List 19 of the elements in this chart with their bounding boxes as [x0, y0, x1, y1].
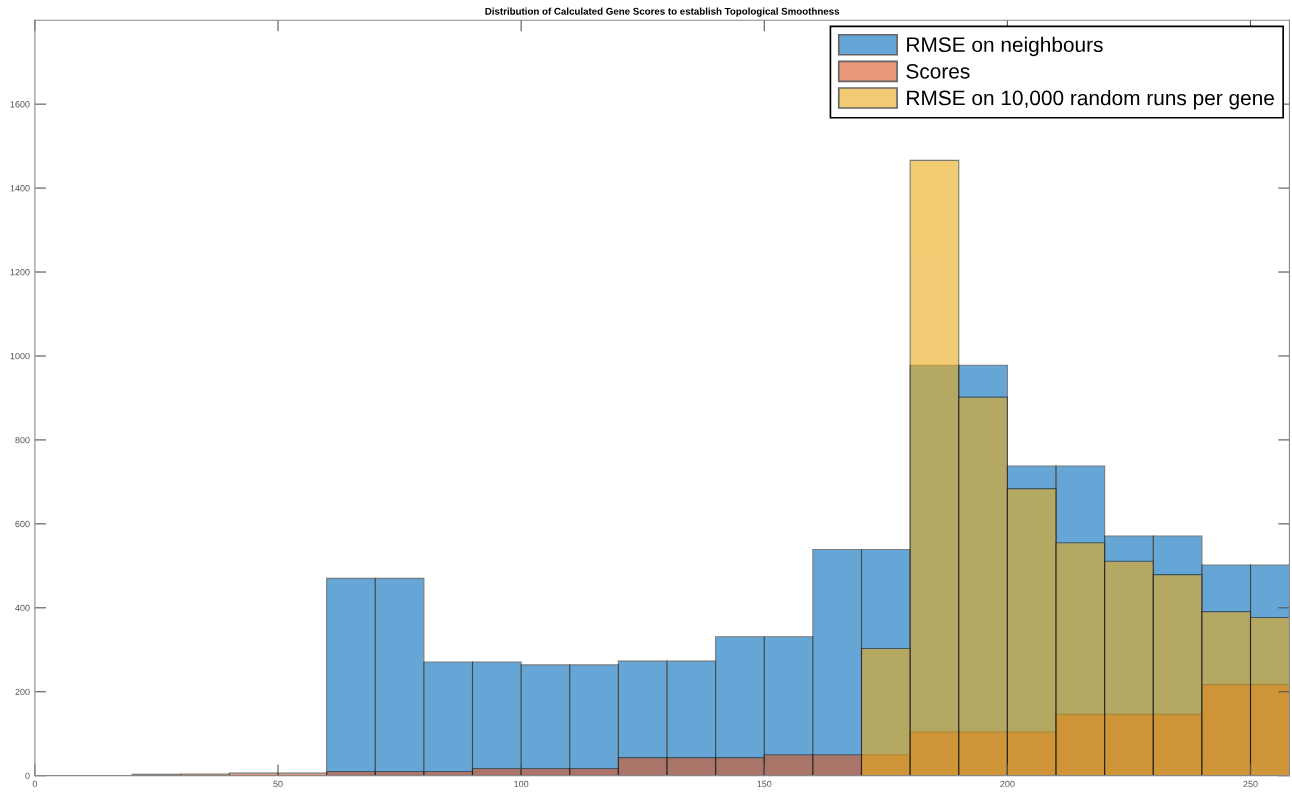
y-tick-label: 1000 [10, 352, 30, 360]
x-tick-label: 0 [32, 780, 38, 788]
x-tick-label: 50 [273, 780, 283, 788]
y-tick-label: 1600 [10, 101, 30, 108]
y-tick-label: 0 [25, 772, 30, 780]
y-tick-label: 1200 [10, 268, 30, 276]
chart-title: Distribution of Calculated Gene Scores to establish Topological Smoothness [485, 7, 840, 17]
x-tick-label: 200 [1000, 780, 1015, 788]
legend-label: Scores [906, 63, 970, 79]
x-tick-label: 100 [514, 780, 529, 788]
y-tick-label: 1400 [10, 185, 30, 192]
y-tick-label: 200 [15, 688, 30, 696]
y-tick-label: 600 [15, 520, 30, 528]
legend-label: RMSE on neighbours [907, 36, 1103, 57]
y-tick-label: 400 [15, 604, 30, 612]
y-tick-label: 800 [15, 436, 30, 444]
x-tick-label: 150 [757, 780, 772, 788]
legend-label: RMSE on 10,000 random runs per gene [907, 90, 1274, 110]
x-tick-label: 250 [1243, 780, 1258, 788]
